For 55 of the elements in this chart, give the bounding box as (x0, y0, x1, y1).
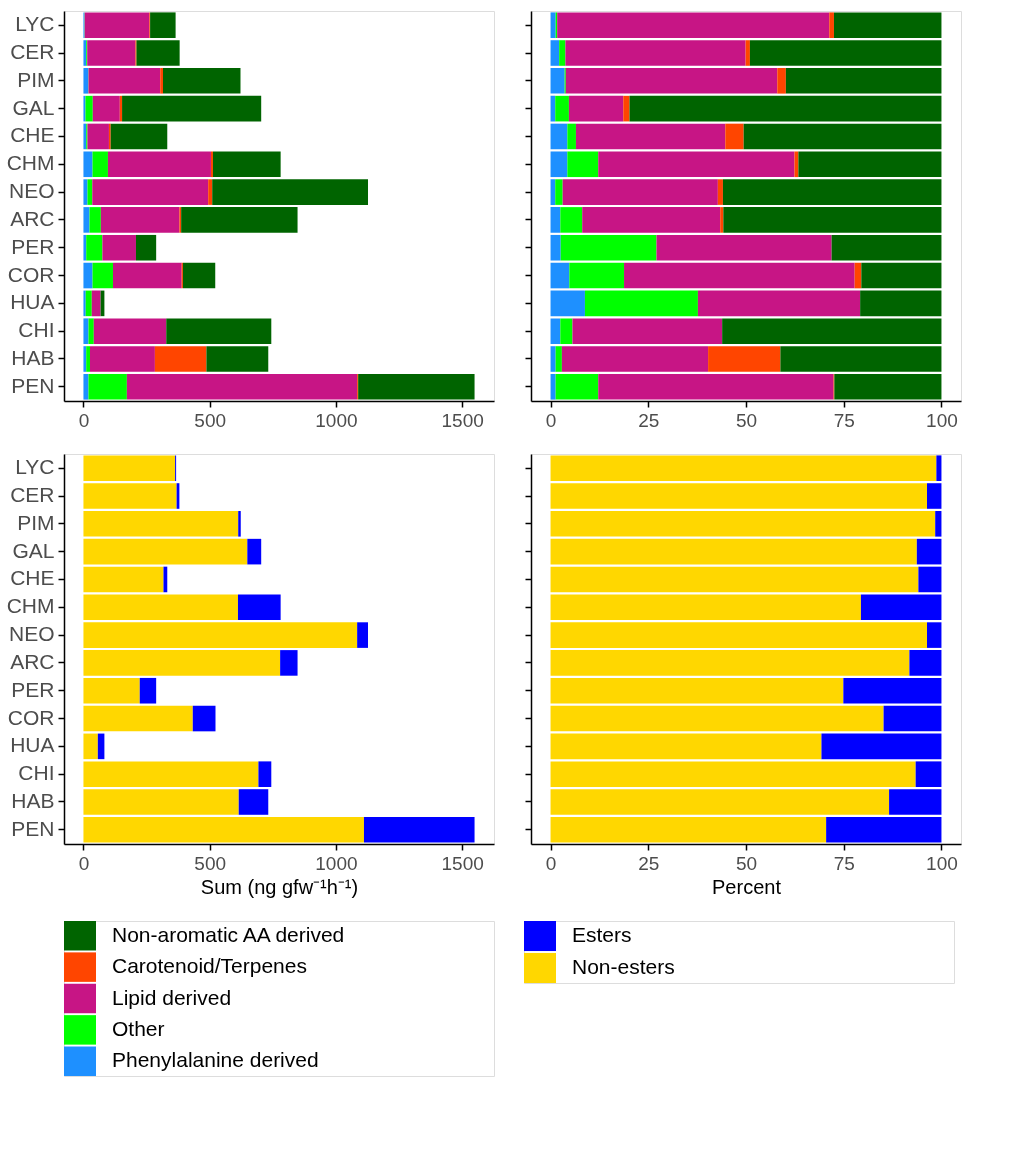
legend-label: Other (112, 1016, 165, 1040)
x-tick-label: 75 (833, 852, 855, 874)
x-tick-label: 1500 (441, 409, 484, 431)
x-tick-label: 500 (194, 852, 227, 874)
x-tick-label: 50 (735, 409, 758, 431)
x-tick-label: 1000 (315, 852, 358, 874)
y-tick-label: CHE (10, 123, 55, 147)
y-tick-label: CER (10, 40, 55, 63)
x-tick-label: 100 (926, 852, 958, 874)
x-tick-label: 100 (926, 409, 958, 431)
y-tick-label: HAB (11, 346, 55, 369)
legend-label: Non-aromatic AA derived (112, 922, 345, 946)
x-tick-label: 1000 (315, 409, 358, 431)
y-tick-label: GAL (12, 95, 55, 119)
x-tick-label: 500 (194, 409, 227, 431)
y-tick-label: PEN (11, 816, 55, 840)
legend-label: Non-esters (572, 954, 675, 978)
y-tick-label: PEN (11, 373, 55, 397)
y-tick-label: ARC (10, 649, 55, 673)
y-tick-label: ARC (10, 206, 55, 230)
legend-label: Carotenoid/Terpenes (112, 954, 307, 978)
y-tick-label: COR (7, 262, 55, 286)
x-axis-title: Percent (712, 875, 782, 898)
x-tick-label: 50 (735, 852, 758, 874)
x-tick-label: 0 (545, 852, 557, 874)
x-tick-label: 25 (638, 852, 660, 874)
x-axis-title: Sum (ng gfw⁻¹h⁻¹) (200, 875, 359, 898)
y-tick-label: CHI (18, 318, 55, 342)
x-tick-label: 25 (638, 409, 660, 431)
y-tick-label: PER (11, 677, 55, 701)
legend-label: Esters (572, 923, 632, 947)
y-tick-label: CHM (6, 594, 55, 618)
x-tick-label: 0 (545, 409, 557, 431)
y-tick-label: LYC (15, 455, 55, 479)
legend-label: Phenylalanine derived (112, 1048, 319, 1072)
y-tick-label: GAL (12, 538, 55, 562)
x-tick-label: 0 (78, 409, 90, 431)
x-tick-label: 0 (78, 852, 90, 874)
y-tick-label: COR (7, 705, 55, 729)
y-tick-label: HUA (10, 290, 55, 314)
y-tick-label: PIM (17, 510, 55, 534)
y-tick-label: PIM (17, 67, 55, 91)
x-tick-label: 1500 (441, 852, 484, 874)
x-tick-label: 75 (833, 409, 855, 431)
y-tick-label: HUA (10, 733, 55, 757)
legend-label: Lipid derived (112, 985, 232, 1009)
y-tick-label: CHI (18, 761, 55, 785)
y-tick-label: LYC (15, 12, 55, 36)
y-tick-label: CER (10, 483, 55, 506)
y-tick-label: CHE (10, 566, 55, 590)
y-tick-label: NEO (8, 179, 55, 203)
y-tick-label: PER (11, 234, 55, 258)
y-tick-label: CHM (6, 151, 55, 175)
y-tick-label: HAB (11, 789, 55, 812)
y-tick-label: NEO (8, 622, 55, 646)
